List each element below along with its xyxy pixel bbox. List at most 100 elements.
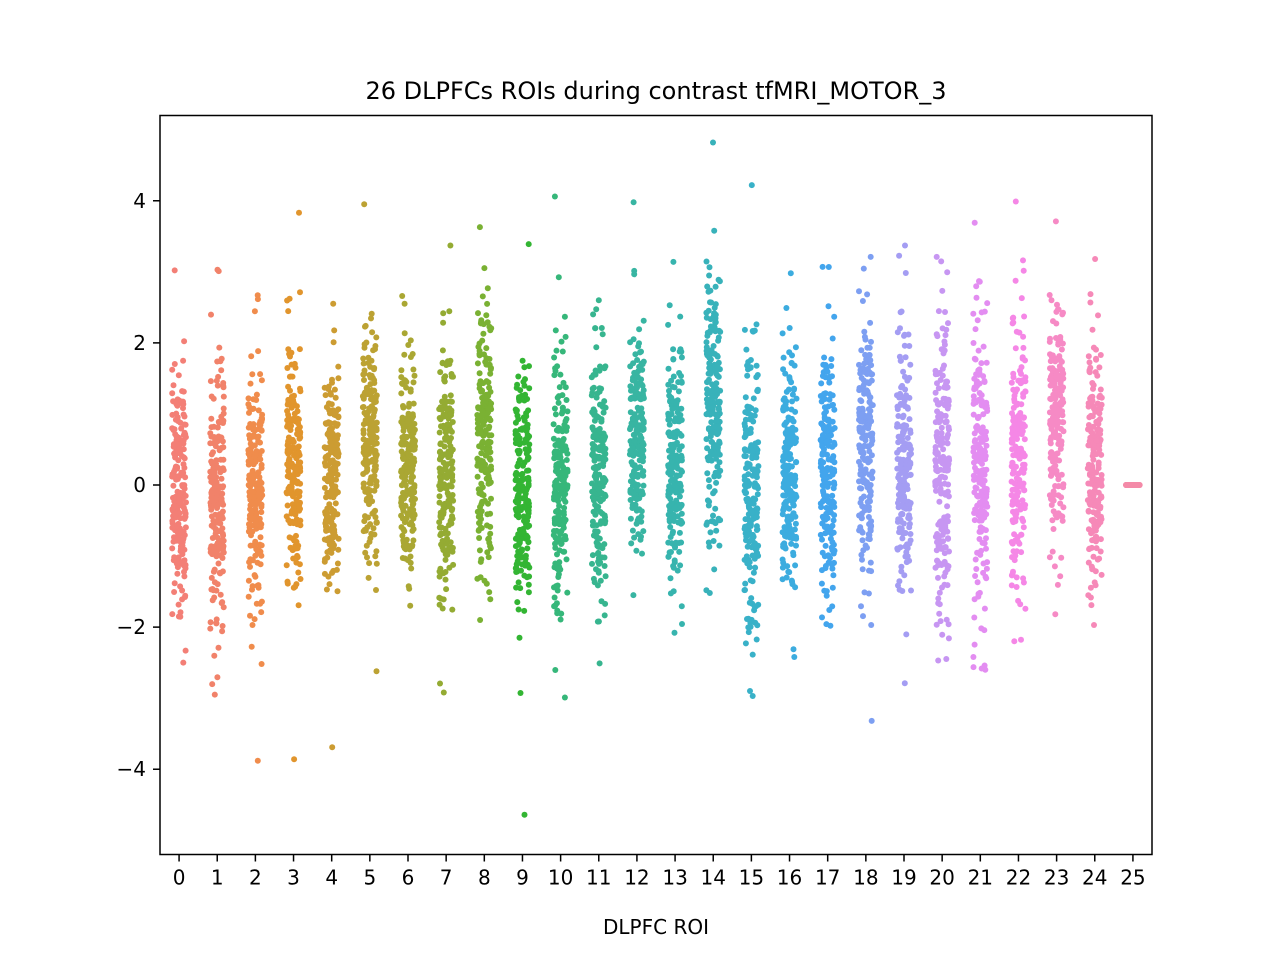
data-point [443,406,450,413]
data-point [667,524,674,530]
data-point [169,390,176,397]
data-point [598,518,605,525]
data-point [513,476,520,482]
data-point [449,492,456,498]
data-point [821,390,827,397]
data-point [831,481,838,488]
data-point [630,199,637,206]
data-point [526,433,533,440]
data-point [589,522,596,529]
data-point [332,470,339,477]
data-point [408,565,415,572]
data-point [249,424,256,431]
data-point [552,327,559,334]
data-point [714,412,721,419]
series-roi-9 [512,241,533,818]
data-point [220,405,227,412]
data-point [750,569,757,576]
data-point [553,527,560,534]
data-point [787,270,794,277]
data-point [327,443,334,450]
data-point [440,310,447,317]
data-point [555,498,562,505]
data-point [899,511,906,518]
data-point [254,757,261,764]
data-point [1018,401,1025,408]
data-point [290,505,297,512]
data-point [589,450,596,457]
data-point [551,489,558,496]
data-point [365,486,372,492]
data-point [398,468,405,475]
data-point [366,501,372,508]
data-point [479,444,486,451]
data-point [789,398,795,405]
data-point [560,522,567,529]
data-point [328,518,335,525]
data-point [819,536,825,543]
data-point [177,548,184,555]
data-point [707,453,713,460]
data-point [208,311,214,318]
data-point [555,574,562,580]
data-point [821,414,828,421]
data-point [943,435,950,442]
data-point [522,376,528,383]
data-point [373,548,380,555]
data-point [215,268,222,275]
data-point [707,316,714,323]
data-point [742,516,749,523]
data-point [861,369,868,376]
data-point [678,487,685,494]
data-point [208,393,215,400]
data-point [705,404,712,411]
data-point [182,434,189,441]
data-point [398,512,405,519]
data-point [1050,508,1057,515]
data-point [709,406,716,413]
data-point [253,434,260,441]
data-point [524,545,531,552]
data-point [864,291,871,298]
data-point [1017,481,1024,488]
data-point [752,564,759,571]
data-point [1008,379,1015,386]
data-point [857,471,864,478]
data-point [259,411,266,418]
data-point [640,482,647,489]
data-point [559,408,566,415]
data-point [707,370,714,377]
data-point [902,530,909,536]
data-point [944,513,951,520]
data-point [1013,584,1020,590]
data-point [867,357,874,364]
data-point [863,387,870,394]
data-point [220,537,227,544]
data-point [400,456,407,462]
data-point [252,542,259,549]
data-point [257,561,264,568]
data-point [716,468,723,475]
data-point [589,552,596,559]
data-point [900,504,907,511]
data-point [974,382,981,389]
data-point [557,486,564,493]
data-point [366,560,373,567]
data-point [826,379,833,386]
data-point [257,456,264,463]
data-point [747,522,754,529]
data-point [867,319,874,326]
data-point [856,445,863,452]
data-point [640,441,647,448]
data-point [601,398,608,405]
data-point [669,464,675,471]
data-point [323,420,330,427]
data-point [1054,581,1061,588]
data-point [174,564,181,571]
data-point [934,429,941,436]
data-point [820,459,827,466]
data-point [703,258,710,265]
data-point [409,411,416,418]
data-point [332,394,339,401]
data-point [784,463,791,470]
